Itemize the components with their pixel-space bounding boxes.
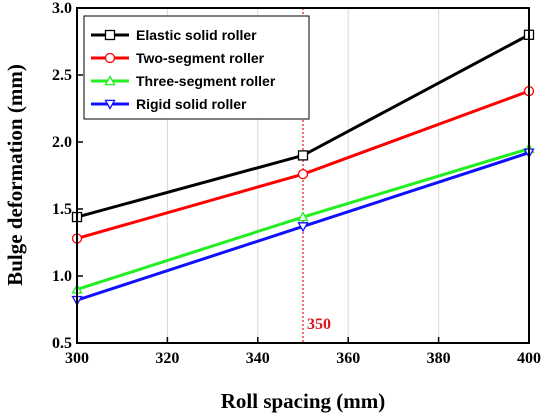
axis-ticks: 300 320 340 360 380 400 0.5 1.0 1.5 2.0 2.5 3.0: [52, 0, 541, 367]
y-axis-label: Bulge deformation (mm): [3, 64, 27, 286]
x-tick-label: 380: [427, 350, 451, 367]
legend-label: Three-segment roller: [136, 73, 276, 89]
data-point: [104, 52, 116, 64]
y-tick-label: 2.0: [52, 134, 72, 151]
x-axis-label: Roll spacing (mm): [221, 389, 386, 413]
legend-box: [83, 15, 310, 120]
annotation-group: 350: [302, 8, 331, 343]
legend: Elastic solid roller Two-segment roller Th…: [83, 15, 310, 120]
y-tick-label: 1.0: [52, 268, 72, 285]
y-tick-label: 1.5: [52, 201, 72, 218]
data-point: [297, 150, 309, 161]
y-tick-label: 0.5: [52, 335, 72, 352]
legend-label: Two-segment roller: [136, 50, 265, 66]
legend-label: Rigid solid roller: [136, 96, 247, 112]
x-tick-label: 340: [246, 350, 270, 367]
annotation-label: 350: [307, 316, 331, 333]
legend-label: Elastic solid roller: [136, 27, 257, 43]
x-tick-label: 320: [155, 350, 179, 367]
data-point: [297, 169, 309, 180]
data-point: [104, 29, 116, 41]
legend-item: Rigid solid roller: [91, 96, 247, 112]
plot-frame: [76, 7, 530, 344]
legend-item: Three-segment roller: [91, 73, 276, 89]
data-point: [297, 211, 309, 222]
data-point: [104, 75, 116, 86]
y-tick-label: 2.5: [52, 67, 72, 84]
x-tick-label: 300: [65, 350, 89, 367]
legend-item: Elastic solid roller: [91, 27, 257, 43]
data-point: [104, 99, 116, 110]
data-point: [297, 222, 309, 233]
legend-item: Two-segment roller: [91, 50, 265, 66]
series-group: [71, 29, 535, 306]
x-tick-label: 400: [517, 350, 541, 367]
x-tick-label: 360: [336, 350, 360, 367]
y-tick-label: 3.0: [52, 0, 72, 17]
